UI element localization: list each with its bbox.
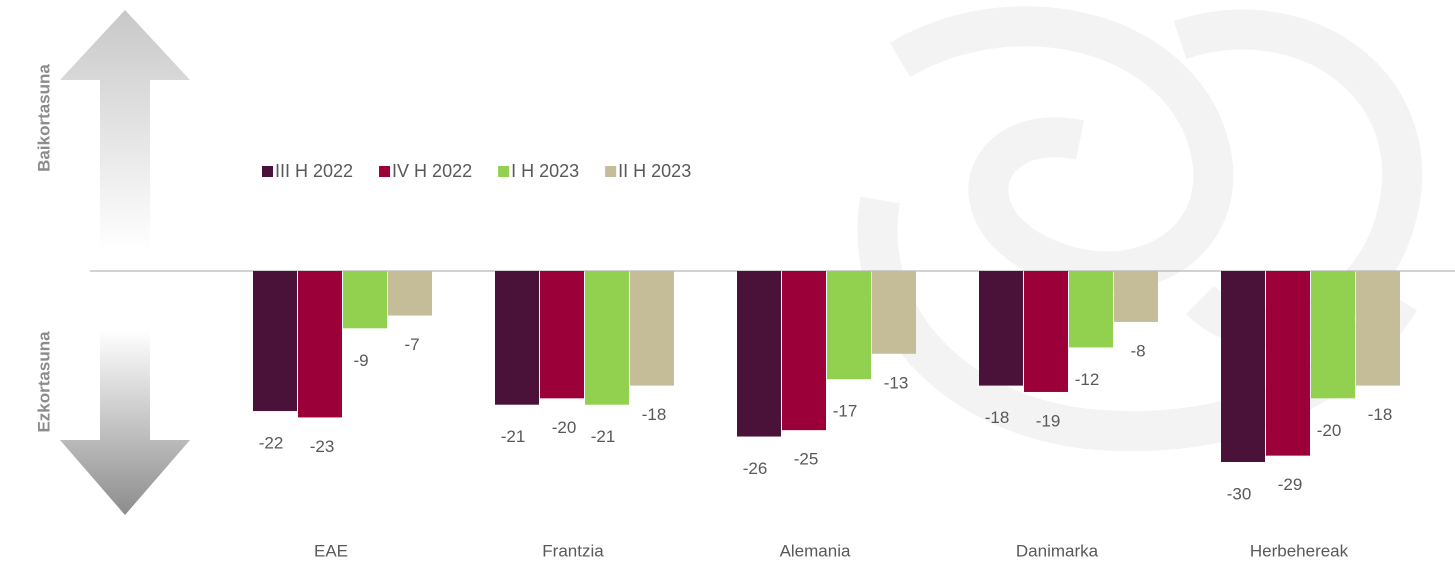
data-label: -19 [1036, 411, 1061, 430]
data-label: -8 [1130, 341, 1145, 360]
data-label: -23 [310, 437, 335, 456]
data-label: -9 [353, 351, 368, 370]
bar [1114, 271, 1158, 322]
legend-label: III H 2022 [275, 161, 353, 181]
bar [585, 271, 629, 405]
data-label: -13 [884, 373, 909, 392]
data-label: -7 [404, 335, 419, 354]
chart: Baikortasuna Ezkortasuna III H 2022 IV H … [0, 0, 1455, 563]
bar [1024, 271, 1068, 392]
data-label: -30 [1227, 484, 1252, 503]
bar [540, 271, 584, 398]
legend-swatch [379, 166, 390, 177]
x-tick-label: Herbehereak [1250, 541, 1349, 560]
x-tick-label: Danimarka [1016, 541, 1099, 560]
data-label: -17 [833, 402, 858, 421]
bar [298, 271, 342, 417]
data-label: -22 [259, 434, 284, 453]
data-label: -21 [501, 427, 526, 446]
bar [1266, 271, 1310, 456]
bar [253, 271, 297, 411]
data-label: -20 [1317, 421, 1342, 440]
bar [979, 271, 1023, 386]
x-tick-label: Alemania [780, 541, 851, 560]
data-label: -18 [642, 405, 667, 424]
bar [388, 271, 432, 316]
legend-label: I H 2023 [511, 161, 579, 181]
positive-arrow [60, 10, 190, 250]
data-label: -29 [1278, 475, 1303, 494]
bar [872, 271, 916, 354]
data-label: -18 [1368, 405, 1393, 424]
bar [1069, 271, 1113, 347]
bar [343, 271, 387, 328]
data-label: -21 [591, 427, 616, 446]
data-label: -12 [1075, 370, 1100, 389]
legend-swatch [605, 166, 616, 177]
bar [630, 271, 674, 386]
legend-swatch [262, 166, 273, 177]
x-tick-label: Frantzia [542, 541, 604, 560]
negative-arrow [60, 330, 190, 515]
x-tick-label: EAE [314, 541, 348, 560]
bar [737, 271, 781, 437]
legend-label: II H 2023 [618, 161, 691, 181]
positive-label: Baikortasuna [34, 64, 53, 172]
data-label: -26 [743, 459, 768, 478]
legend-swatch [498, 166, 509, 177]
negative-label: Ezkortasuna [34, 331, 53, 433]
bar [782, 271, 826, 430]
bar [1311, 271, 1355, 398]
data-label: -20 [552, 418, 577, 437]
bar [827, 271, 871, 379]
legend-label: IV H 2022 [392, 161, 472, 181]
data-label: -25 [794, 450, 819, 469]
data-label: -18 [985, 408, 1010, 427]
bar [495, 271, 539, 405]
bar [1221, 271, 1265, 462]
bar [1356, 271, 1400, 386]
